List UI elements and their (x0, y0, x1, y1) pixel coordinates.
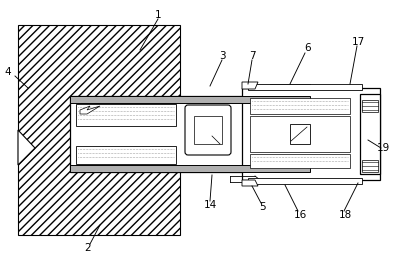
Polygon shape (242, 180, 258, 186)
Bar (250, 154, 350, 168)
Text: 2: 2 (85, 243, 91, 253)
Bar (76, 146, 176, 164)
Bar (70, 96, 310, 172)
Bar (250, 98, 350, 114)
Bar (248, 178, 362, 184)
Bar (70, 96, 310, 103)
Polygon shape (80, 106, 100, 114)
Text: 5: 5 (259, 202, 265, 212)
FancyBboxPatch shape (185, 105, 231, 155)
Bar (18, 25, 180, 235)
Bar (76, 104, 176, 126)
Bar (362, 160, 378, 172)
Bar (290, 124, 310, 144)
Text: 18: 18 (339, 210, 352, 220)
Bar (70, 165, 310, 172)
Bar (250, 116, 350, 152)
Text: 19: 19 (376, 143, 390, 153)
Bar (360, 94, 380, 174)
Text: 7: 7 (249, 51, 256, 61)
Text: 17: 17 (351, 37, 365, 47)
Text: 4: 4 (5, 67, 11, 77)
Bar (248, 84, 362, 90)
Text: 3: 3 (219, 51, 225, 61)
Text: 1: 1 (155, 10, 161, 20)
Text: 16: 16 (293, 210, 307, 220)
Bar (194, 116, 222, 144)
Text: 14: 14 (204, 200, 217, 210)
Text: 6: 6 (305, 43, 311, 53)
Polygon shape (18, 130, 35, 165)
Bar (70, 100, 180, 168)
Bar (242, 88, 380, 180)
Bar (362, 100, 378, 112)
Polygon shape (242, 82, 258, 89)
